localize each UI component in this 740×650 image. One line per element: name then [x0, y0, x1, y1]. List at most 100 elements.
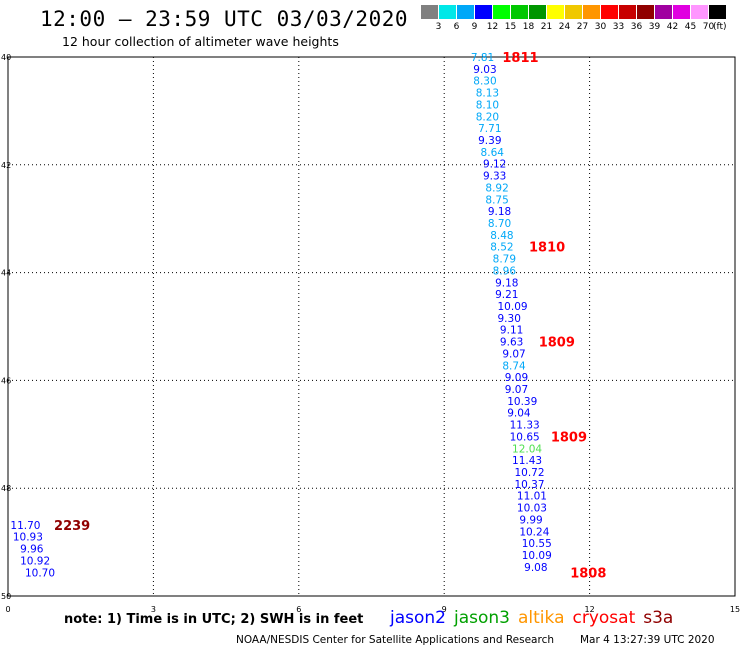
color-scale-label: 9 — [471, 22, 478, 32]
wave-height-value: 9.03 — [473, 64, 496, 76]
wave-height-value: 8.75 — [485, 194, 508, 206]
wave-height-value: 12.04 — [512, 443, 542, 455]
satellite-legend-item: jason2 — [390, 608, 446, 628]
color-scale-swatch — [637, 5, 654, 19]
wave-height-value: 10.72 — [514, 467, 544, 479]
footer-credit: NOAA/NESDIS Center for Satellite Applica… — [236, 634, 554, 646]
color-scale-label: 3 — [435, 22, 442, 32]
wave-height-value: 10.03 — [517, 503, 547, 515]
color-scale-label: 21 — [540, 22, 553, 32]
wave-height-value: 9.04 — [507, 408, 531, 420]
x-tick-label: 9 — [442, 605, 447, 614]
wave-height-value: 8.48 — [490, 230, 513, 242]
wave-height-value: 10.09 — [522, 550, 552, 562]
color-scale-label: 42 — [666, 22, 679, 32]
color-scale-label: 18 — [522, 22, 535, 32]
y-tick-label: 46 — [1, 376, 11, 385]
wave-height-value: 10.39 — [507, 396, 537, 408]
pass-label: 1811 — [502, 51, 538, 66]
wave-height-value: 10.70 — [25, 567, 55, 579]
wave-height-value: 8.64 — [481, 147, 505, 159]
wave-height-value: 9.07 — [505, 384, 528, 396]
footer-note: note: 1) Time is in UTC; 2) SWH is in fe… — [64, 612, 364, 627]
wave-height-value: 10.65 — [510, 431, 540, 443]
color-scale-swatch — [475, 5, 492, 19]
wave-height-value: 8.96 — [493, 265, 517, 277]
wave-height-value: 11.70 — [10, 520, 40, 532]
color-scale-swatch — [439, 5, 456, 19]
y-tick-label: 50 — [1, 592, 11, 601]
satellite-legend: jason2 jason3 altika cryosat s3a — [390, 608, 681, 628]
wave-height-value: 11.01 — [517, 491, 547, 503]
color-scale-swatch — [529, 5, 546, 19]
color-scale-label: 24 — [558, 22, 571, 32]
chart-subtitle: 12 hour collection of altimeter wave hei… — [62, 34, 339, 49]
wave-height-value: 10.93 — [13, 532, 43, 544]
color-scale-swatch — [457, 5, 474, 19]
x-tick-label: 12 — [585, 605, 595, 614]
pass-label: 1809 — [551, 430, 587, 445]
color-scale-label: 70 — [702, 22, 715, 32]
y-tick-label: 40 — [1, 53, 11, 62]
wave-height-value: 9.18 — [488, 206, 511, 218]
color-scale-swatch — [619, 5, 636, 19]
wave-height-value: 9.12 — [483, 159, 506, 171]
wave-height-value: 10.24 — [519, 526, 549, 538]
y-tick-label: 48 — [1, 484, 11, 493]
color-scale-swatch — [691, 5, 708, 19]
color-scale-swatch — [601, 5, 618, 19]
wave-height-value: 7.81 — [471, 52, 494, 64]
x-tick-label: 15 — [730, 605, 740, 614]
footer-timestamp: Mar 4 13:27:39 UTC 2020 — [580, 634, 715, 646]
color-scale-label: 15 — [504, 22, 517, 32]
satellite-legend-item: altika — [518, 608, 565, 628]
satellite-legend-item: s3a — [643, 608, 674, 628]
wave-height-value: 9.11 — [500, 325, 523, 337]
x-tick-label: 0 — [5, 605, 10, 614]
wave-height-value: 9.18 — [495, 277, 518, 289]
wave-height-value: 8.52 — [490, 242, 513, 254]
wave-height-value: 8.70 — [488, 218, 511, 230]
chart-title: 12:00 – 23:59 UTC 03/03/2020 — [40, 7, 409, 31]
color-scale-swatch — [673, 5, 690, 19]
wave-height-value: 10.55 — [522, 538, 552, 550]
color-scale-label: 12 — [486, 22, 499, 32]
color-scale-label: 39 — [648, 22, 661, 32]
wave-height-value: 8.79 — [493, 254, 516, 266]
color-scale-swatch — [655, 5, 672, 19]
plot-frame — [7, 56, 736, 597]
color-scale-label: 45 — [684, 22, 697, 32]
color-scale-label: 36 — [630, 22, 643, 32]
color-scale-label: 6 — [453, 22, 460, 32]
pass-label: 1809 — [539, 336, 575, 351]
color-scale-swatch — [511, 5, 528, 19]
wave-height-value: 8.10 — [476, 99, 499, 111]
wave-height-value: 9.30 — [498, 313, 521, 325]
color-scale-label: 27 — [576, 22, 589, 32]
wave-height-value: 9.07 — [502, 348, 525, 360]
y-tick-label: 44 — [1, 269, 11, 278]
wave-height-value: 9.08 — [524, 562, 547, 574]
x-tick-label: 6 — [296, 605, 301, 614]
wave-height-value: 9.63 — [500, 337, 523, 349]
pass-label: 2239 — [54, 519, 90, 534]
color-scale-swatch — [493, 5, 510, 19]
y-tick-label: 42 — [1, 161, 11, 170]
wave-height-value: 8.20 — [476, 111, 499, 123]
wave-height-value: 8.92 — [485, 182, 508, 194]
color-scale-swatch — [709, 5, 726, 19]
color-scale-swatch — [565, 5, 582, 19]
wave-height-value: 10.92 — [20, 555, 50, 567]
wave-height-value: 9.99 — [519, 514, 542, 526]
wave-height-value: 9.21 — [495, 289, 518, 301]
wave-height-value: 9.96 — [20, 544, 44, 556]
pass-label: 1810 — [529, 241, 565, 256]
color-scale-unit: (ft) — [713, 22, 727, 32]
wave-height-value: 7.71 — [478, 123, 501, 135]
color-scale-swatch — [421, 5, 438, 19]
wave-height-value: 9.39 — [478, 135, 501, 147]
color-scale-swatch — [583, 5, 600, 19]
color-scale-label: 30 — [594, 22, 607, 32]
